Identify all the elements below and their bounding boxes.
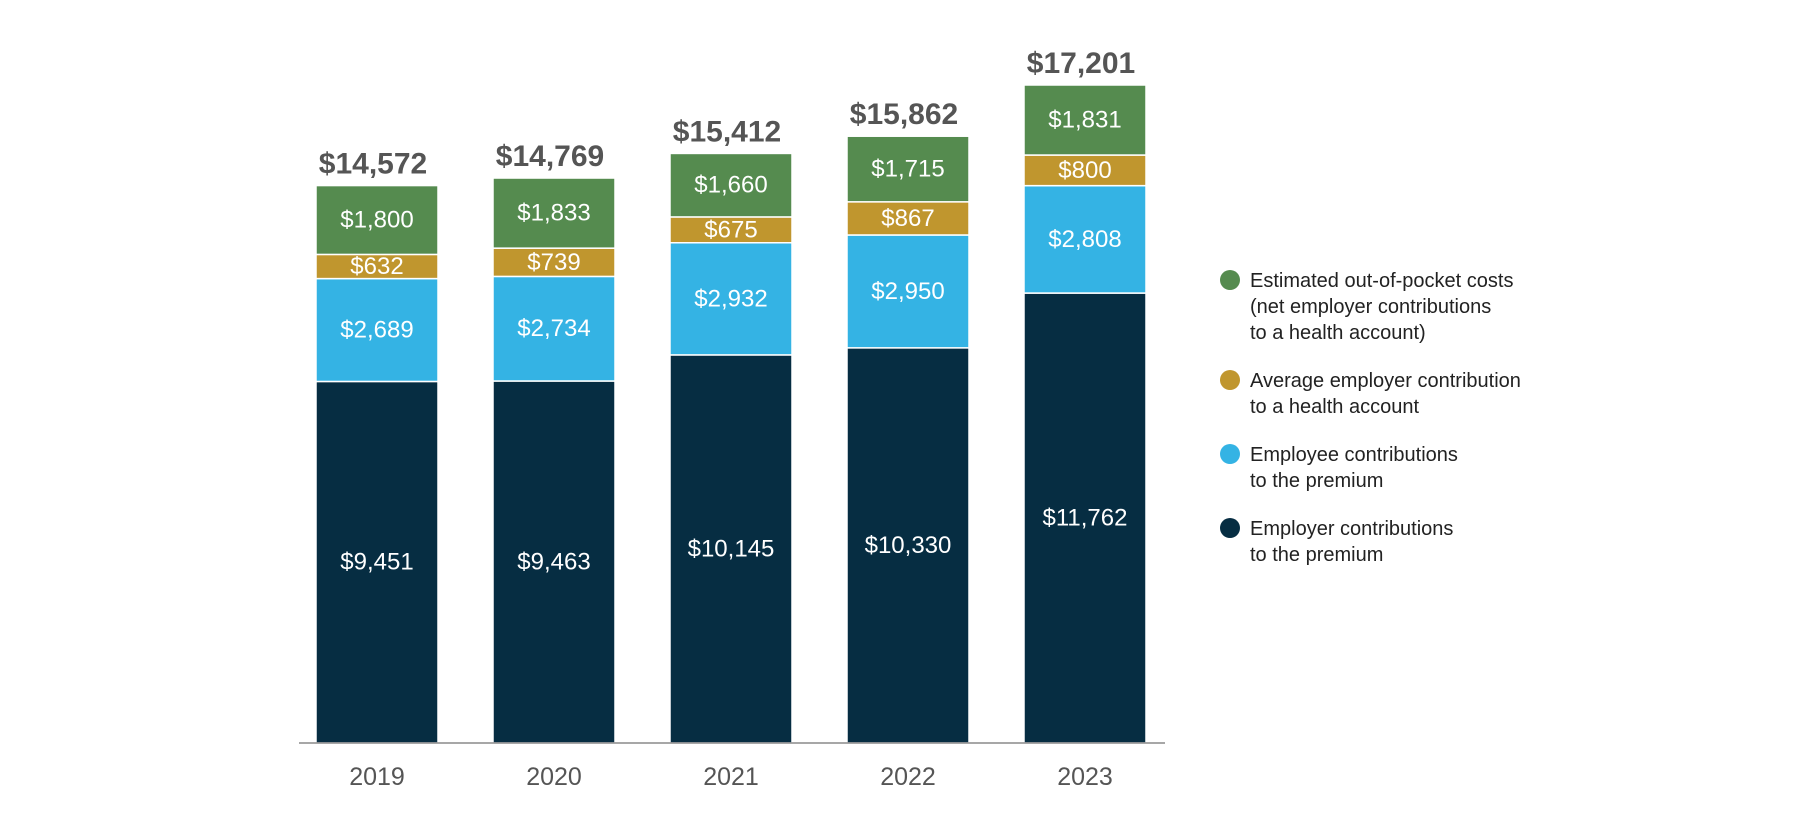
x-tick-2023: 2023 — [1057, 763, 1113, 791]
legend-swatch-employee — [1220, 444, 1240, 464]
data-label-employee-2023: $2,808 — [1048, 226, 1121, 253]
bar-segment-oop-2019 — [315, 184, 439, 256]
bar-segment-health_account-2022 — [846, 201, 970, 236]
data-label-employer-2019: $9,451 — [340, 549, 413, 576]
legend-swatch-oop — [1220, 270, 1240, 290]
total-label-2021: $15,412 — [673, 115, 781, 148]
x-tick-2021: 2021 — [703, 763, 759, 791]
legend-item-employee: Employee contributions to the premium — [1220, 442, 1640, 494]
legend-item-health_account: Average employer contribution to a healt… — [1220, 368, 1640, 420]
data-label-employer-2023: $11,762 — [1043, 505, 1128, 532]
data-label-employee-2020: $2,734 — [517, 315, 590, 342]
bar-segment-employee-2021 — [669, 242, 793, 356]
legend-item-employer: Employer contributions to the premium — [1220, 516, 1640, 568]
bar-segment-employer-2019 — [315, 380, 439, 744]
data-label-health_account-2023: $800 — [1058, 157, 1111, 184]
bar-segment-health_account-2019 — [315, 253, 439, 280]
data-label-employee-2021: $2,932 — [694, 285, 767, 312]
x-tick-2022: 2022 — [880, 763, 936, 791]
data-label-health_account-2020: $739 — [527, 249, 580, 276]
bar-segment-health_account-2021 — [669, 216, 793, 244]
bar-segment-employer-2020 — [492, 380, 616, 744]
bar-segment-oop-2022 — [846, 135, 970, 203]
data-label-health_account-2021: $675 — [704, 216, 757, 243]
x-tick-2020: 2020 — [526, 763, 582, 791]
total-label-2019: $14,572 — [319, 148, 427, 181]
legend: Estimated out-of-pocket costs (net emplo… — [1220, 268, 1640, 590]
bar-segment-oop-2020 — [492, 177, 616, 249]
bar-segment-employee-2020 — [492, 275, 616, 382]
total-label-2023: $17,201 — [1027, 47, 1135, 80]
data-label-employee-2022: $2,950 — [871, 278, 944, 305]
bar-segment-employer-2022 — [846, 347, 970, 744]
data-label-health_account-2022: $867 — [881, 205, 934, 232]
bar-segment-employee-2023 — [1023, 184, 1147, 294]
data-label-oop-2019: $1,800 — [340, 206, 413, 233]
data-label-oop-2020: $1,833 — [517, 200, 590, 227]
legend-label-employee: Employee contributions to the premium — [1250, 444, 1458, 492]
legend-label-health_account: Average employer contribution to a healt… — [1250, 370, 1521, 418]
data-label-employer-2022: $10,330 — [865, 532, 952, 559]
data-label-oop-2021: $1,660 — [694, 172, 767, 199]
bar-segment-employee-2022 — [846, 234, 970, 349]
total-label-2020: $14,769 — [496, 140, 604, 173]
x-tick-2019: 2019 — [349, 763, 405, 791]
data-label-employer-2021: $10,145 — [688, 535, 775, 562]
data-label-employer-2020: $9,463 — [517, 549, 590, 576]
bar-segment-oop-2023 — [1023, 84, 1147, 156]
data-label-oop-2023: $1,831 — [1048, 107, 1121, 134]
data-label-health_account-2019: $632 — [350, 253, 403, 280]
legend-item-oop: Estimated out-of-pocket costs (net emplo… — [1220, 268, 1640, 346]
legend-label-oop: Estimated out-of-pocket costs (net emplo… — [1250, 270, 1514, 344]
total-label-2022: $15,862 — [850, 98, 958, 131]
legend-label-employer: Employer contributions to the premium — [1250, 518, 1454, 566]
data-label-oop-2022: $1,715 — [871, 156, 944, 183]
data-label-employee-2019: $2,689 — [340, 317, 413, 344]
legend-swatch-health_account — [1220, 370, 1240, 390]
bar-segment-oop-2021 — [669, 152, 793, 218]
legend-swatch-employer — [1220, 518, 1240, 538]
bar-segment-employer-2023 — [1023, 292, 1147, 744]
bar-segment-health_account-2020 — [492, 247, 616, 278]
